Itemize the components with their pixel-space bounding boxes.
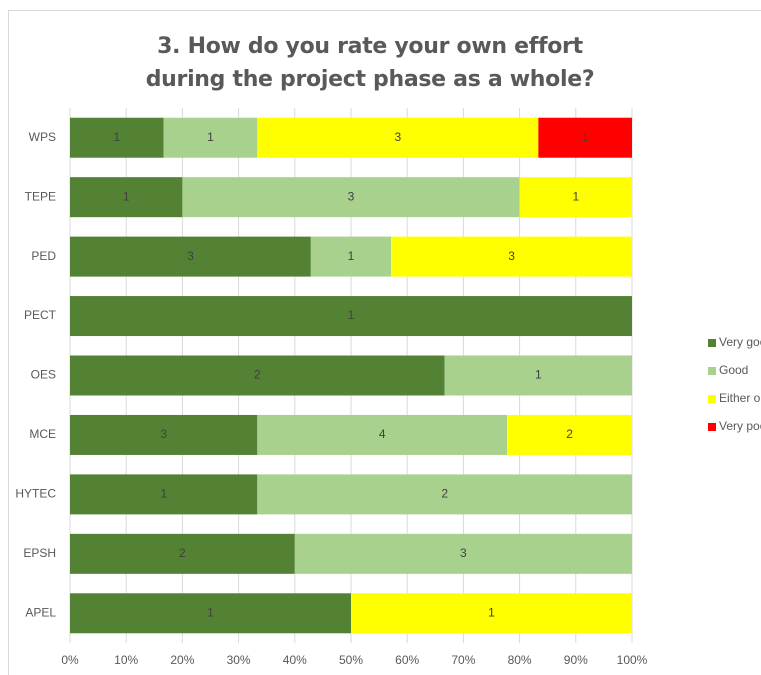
legend-swatch	[708, 367, 716, 375]
data-label: 1	[572, 189, 579, 203]
bar-segment	[351, 593, 632, 634]
x-tick-label: 40%	[283, 653, 307, 667]
data-label: 3	[508, 249, 515, 263]
x-tick-label: 90%	[564, 653, 588, 667]
bar-segment	[70, 474, 258, 515]
data-label: 2	[441, 487, 448, 501]
y-tick-label: PED	[31, 249, 56, 263]
data-label: 3	[160, 427, 167, 441]
data-label: 2	[179, 546, 186, 560]
y-tick-label: EPSH	[23, 546, 56, 560]
y-tick-label: HYTEC	[15, 487, 56, 501]
data-label: 1	[207, 130, 214, 144]
x-tick-label: 70%	[451, 653, 475, 667]
bar-segment	[182, 177, 520, 218]
bar-segment	[257, 474, 632, 515]
bar-segment	[310, 236, 392, 277]
data-label: 1	[113, 130, 120, 144]
bar-segment	[519, 177, 632, 218]
legend-swatch	[708, 395, 716, 403]
data-label: 1	[535, 368, 542, 382]
data-label: 4	[379, 427, 386, 441]
bar-segment	[257, 117, 539, 158]
data-label: 1	[488, 605, 495, 619]
x-tick-label: 50%	[339, 653, 363, 667]
bar-segment	[507, 414, 632, 455]
legend-label: Either or	[719, 391, 761, 405]
data-label: 1	[207, 605, 214, 619]
bar-segment	[70, 117, 164, 158]
bar-segment	[70, 355, 445, 396]
data-label: 3	[394, 130, 401, 144]
bar-segment	[70, 593, 351, 634]
data-label: 3	[348, 189, 355, 203]
data-label: 3	[187, 249, 194, 263]
data-label: 2	[254, 368, 261, 382]
legend-label: Very poor	[719, 419, 761, 433]
bar-segment	[257, 414, 508, 455]
x-tick-label: 80%	[508, 653, 532, 667]
bar-segment	[70, 236, 311, 277]
y-tick-label: OES	[31, 368, 56, 382]
y-tick-label: MCE	[29, 427, 56, 441]
x-tick-label: 0%	[61, 653, 79, 667]
chart-border	[8, 10, 761, 675]
bar-segment	[70, 177, 183, 218]
chart-title: 3. How do you rate your own effort durin…	[145, 34, 595, 92]
x-tick-label: 20%	[170, 653, 194, 667]
bar-segment	[70, 414, 258, 455]
legend-swatch	[708, 339, 716, 347]
x-tick-label: 60%	[395, 653, 419, 667]
x-tick-label: 30%	[227, 653, 251, 667]
data-label: 1	[348, 249, 355, 263]
data-label: 1	[582, 130, 589, 144]
legend-label: Very good	[719, 335, 761, 349]
bar-segment	[391, 236, 632, 277]
data-label: 1	[348, 308, 355, 322]
y-tick-label: APEL	[25, 605, 56, 619]
x-tick-label: 10%	[114, 653, 138, 667]
bar-segment	[538, 117, 632, 158]
data-label: 3	[460, 546, 467, 560]
bar-segment	[294, 533, 632, 574]
data-label: 1	[160, 487, 167, 501]
legend-label: Good	[719, 363, 748, 377]
data-label: 1	[123, 189, 130, 203]
bar-segment	[70, 296, 632, 337]
data-label: 2	[566, 427, 573, 441]
x-tick-label: 100%	[617, 653, 648, 667]
y-tick-label: TEPE	[25, 189, 56, 203]
bar-segment	[444, 355, 632, 396]
y-tick-label: WPS	[29, 130, 56, 144]
bar-segment	[70, 533, 295, 574]
y-tick-label: PECT	[24, 308, 57, 322]
legend-swatch	[708, 423, 716, 431]
bar-segment	[163, 117, 258, 158]
